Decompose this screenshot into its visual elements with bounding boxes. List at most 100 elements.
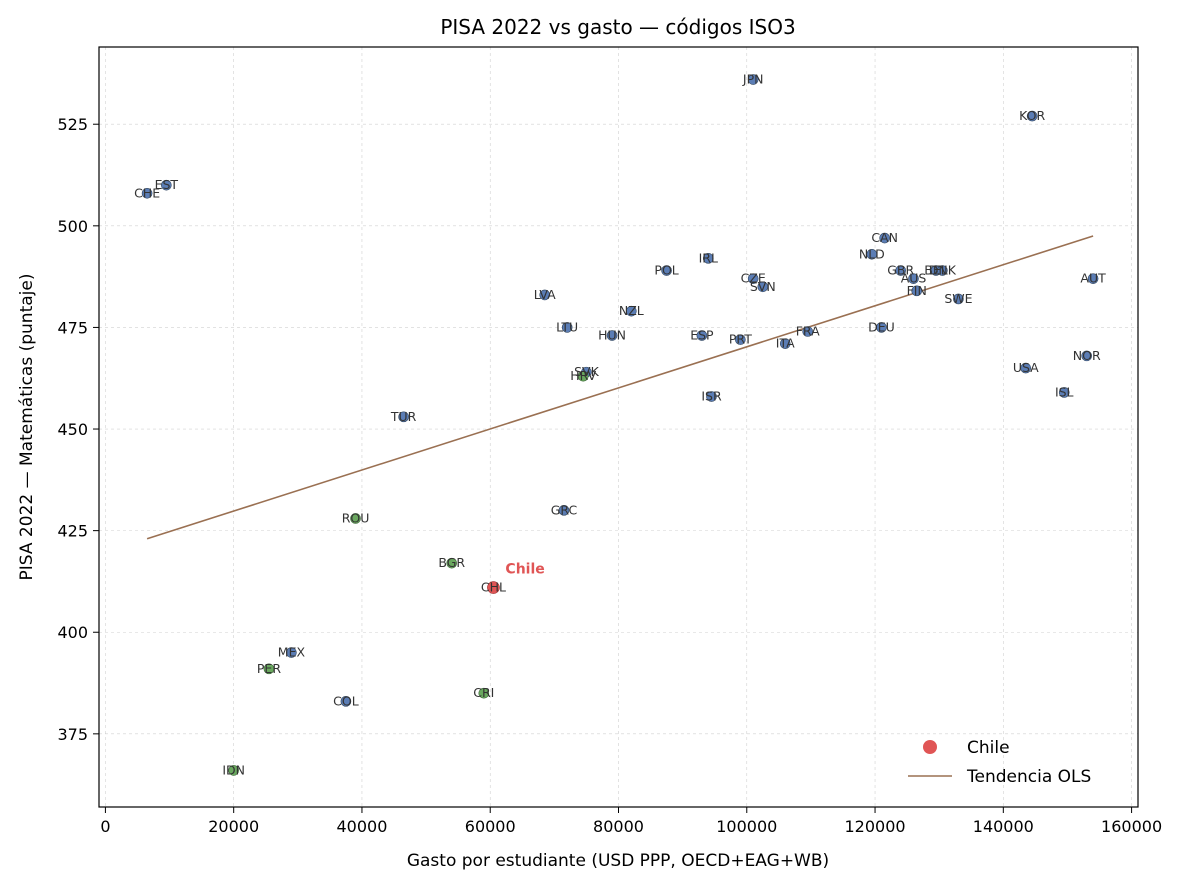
point-label-nzl: NZL xyxy=(619,303,644,318)
legend: Chile Tendencia OLS xyxy=(908,738,1091,787)
data-point-prt xyxy=(735,334,746,345)
data-point-jpn xyxy=(747,74,759,85)
data-point-gbr xyxy=(895,265,906,276)
x-tick-label: 80000 xyxy=(593,817,644,836)
data-point-isl xyxy=(1058,387,1070,398)
x-tick-label: 0 xyxy=(100,817,110,836)
data-point-fra xyxy=(802,326,814,337)
point-label-idn: IDN xyxy=(222,762,245,777)
x-tick-label: 140000 xyxy=(973,817,1034,836)
point-label-ltu: LTU xyxy=(556,319,578,334)
point-label-per: PER xyxy=(257,661,281,676)
data-point-tur xyxy=(398,411,409,423)
y-tick-label: 475 xyxy=(57,318,88,337)
data-point-grc xyxy=(558,505,570,516)
legend-label: Chile xyxy=(967,738,1010,758)
data-point-nzl xyxy=(626,305,637,317)
data-point-svn xyxy=(757,281,769,293)
y-tick-label: 450 xyxy=(57,420,88,439)
point-label-mex: MEX xyxy=(278,645,306,660)
y-tick-label: 425 xyxy=(57,522,88,541)
data-point-irl xyxy=(702,253,714,264)
chile-annotation: Chile xyxy=(505,562,544,578)
data-point-aut xyxy=(1087,273,1099,284)
point-label-chl: CHL xyxy=(481,580,506,595)
x-tick-label: 40000 xyxy=(337,817,388,836)
data-point-dnk xyxy=(937,265,948,276)
point-label-jpn: JPN xyxy=(742,72,764,87)
point-label-bgr: BGR xyxy=(438,555,465,570)
point-label-col: COL xyxy=(333,693,359,708)
data-point-cri xyxy=(478,687,490,699)
data-point-chl xyxy=(487,581,500,594)
point-label-cri: CRI xyxy=(473,685,494,700)
point-label-bel: BEL xyxy=(924,263,947,278)
x-axis-label: Gasto por estudiante (USD PPP, OECD+EAG+… xyxy=(407,851,829,871)
point-label-irl: IRL xyxy=(699,250,718,265)
legend-label: Tendencia OLS xyxy=(966,767,1091,787)
x-tick-label: 60000 xyxy=(465,817,516,836)
data-point-pol xyxy=(661,265,672,276)
data-point-aus xyxy=(908,273,919,284)
y-tick-label: 500 xyxy=(57,217,88,236)
y-tick-label: 525 xyxy=(57,115,88,134)
point-label-swe: SWE xyxy=(944,291,972,306)
point-label-can: CAN xyxy=(871,230,898,245)
data-point-che xyxy=(141,188,153,199)
grid-layer xyxy=(99,47,1138,807)
point-label-fin: FIN xyxy=(907,283,927,298)
point-label-hrv: HRV xyxy=(570,368,596,383)
legend-marker-chile xyxy=(923,740,937,754)
point-label-dnk: DNK xyxy=(929,263,957,278)
point-label-che: CHE xyxy=(134,185,160,200)
data-point-cze xyxy=(747,273,759,284)
data-point-per xyxy=(263,663,275,675)
point-label-nld: NLD xyxy=(859,246,885,261)
data-point-deu xyxy=(876,322,887,333)
axis-layer: 0 20000 40000 60000 80000 100000 120000 140000 1… xyxy=(57,115,1162,836)
y-tick-label: 400 xyxy=(57,623,88,642)
point-label-ita: ITA xyxy=(776,336,795,351)
data-point-est xyxy=(161,179,172,191)
point-label-deu: DEU xyxy=(868,319,895,334)
point-label-isr: ISR xyxy=(701,389,722,404)
point-label-est: EST xyxy=(155,177,179,192)
points-layer xyxy=(141,74,1099,776)
point-label-rou: ROU xyxy=(342,510,370,525)
ols-trend-line xyxy=(146,235,1094,540)
point-label-cze: CZE xyxy=(741,271,766,286)
data-point-hrv xyxy=(577,370,589,382)
data-point-isr xyxy=(706,391,717,402)
data-point-bgr xyxy=(446,557,458,569)
point-label-pol: POL xyxy=(654,263,678,278)
chart-title: PISA 2022 vs gasto — códigos ISO3 xyxy=(440,15,795,39)
x-tick-label: 100000 xyxy=(716,817,777,836)
y-tick-label: 375 xyxy=(57,725,88,744)
data-point-nor xyxy=(1081,350,1092,362)
point-label-lva: LVA xyxy=(534,287,556,302)
data-point-hun xyxy=(606,330,618,341)
data-point-fin xyxy=(911,285,923,297)
data-point-ltu xyxy=(561,322,573,333)
point-label-svn: SVN xyxy=(750,279,776,294)
point-label-prt: PRT xyxy=(729,332,752,347)
data-point-idn xyxy=(228,765,239,776)
trend-layer xyxy=(146,235,1094,540)
x-tick-label: 160000 xyxy=(1101,817,1162,836)
data-point-mex xyxy=(286,647,297,658)
point-label-kor: KOR xyxy=(1019,108,1045,123)
point-label-isl: ISL xyxy=(1055,384,1074,399)
y-axis-label: PISA 2022 — Matemáticas (puntaje) xyxy=(17,274,37,581)
point-label-aut: AUT xyxy=(1080,271,1106,286)
point-label-gbr: GBR xyxy=(887,263,914,278)
point-label-svk: SVK xyxy=(574,364,599,379)
point-label-usa: USA xyxy=(1013,360,1039,375)
point-label-esp: ESP xyxy=(690,328,714,343)
point-label-aus: AUS xyxy=(901,271,927,286)
point-label-nor: NOR xyxy=(1073,348,1101,363)
data-point-can xyxy=(879,232,890,244)
data-point-lva xyxy=(539,289,551,301)
data-point-esp xyxy=(696,330,708,341)
